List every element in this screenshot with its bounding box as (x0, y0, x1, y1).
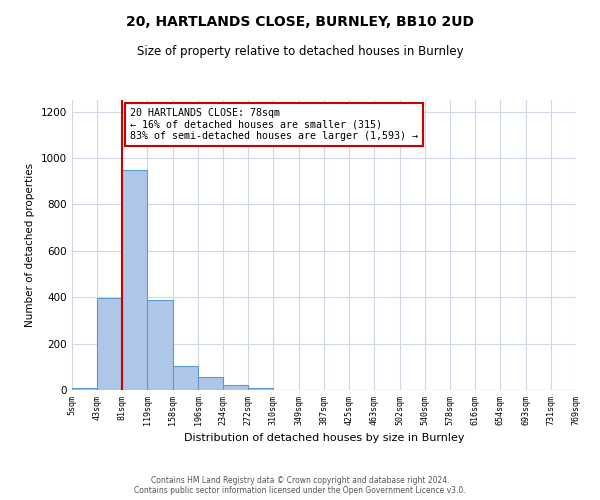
Bar (248, 388, 273, 390)
Text: 20 HARTLANDS CLOSE: 78sqm
← 16% of detached houses are smaller (315)
83% of semi: 20 HARTLANDS CLOSE: 78sqm ← 16% of detac… (130, 108, 418, 142)
Text: 20, HARTLANDS CLOSE, BURNLEY, BB10 2UD: 20, HARTLANDS CLOSE, BURNLEY, BB10 2UD (126, 15, 474, 29)
Bar (147, 300, 173, 390)
Text: Size of property relative to detached houses in Burnley: Size of property relative to detached ho… (137, 45, 463, 58)
Text: Contains HM Land Registry data © Crown copyright and database right 2024.
Contai: Contains HM Land Registry data © Crown c… (134, 476, 466, 495)
Bar (198, 377, 223, 390)
Bar (72, 388, 97, 390)
Bar (97, 298, 122, 390)
X-axis label: Distribution of detached houses by size in Burnley: Distribution of detached houses by size … (184, 433, 464, 443)
Bar (122, 170, 147, 390)
Bar (173, 366, 198, 390)
Bar (223, 385, 248, 390)
Y-axis label: Number of detached properties: Number of detached properties (25, 163, 35, 327)
